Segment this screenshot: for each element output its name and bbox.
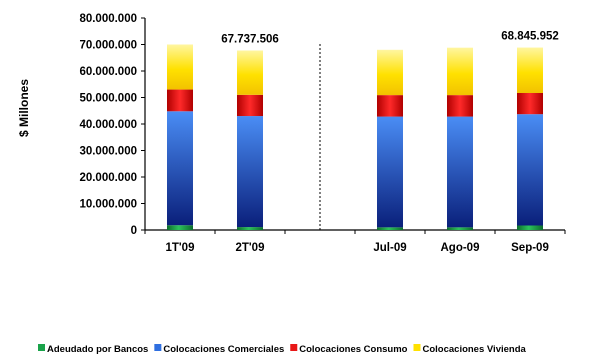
legend-label: Colocaciones Vivienda (422, 344, 526, 355)
bars (167, 44, 543, 230)
y-axis-title: $ Millones (17, 79, 31, 137)
x-tick-label: Jul-09 (373, 242, 406, 254)
y-tick-label: 60.000.000 (79, 66, 137, 78)
y-tick-label: 30.000.000 (79, 146, 137, 158)
legend-label: Adeudado por Bancos (47, 344, 148, 355)
bar-segment (447, 116, 473, 228)
legend-swatch (290, 344, 298, 351)
legend: Adeudado por Bancos Colocaciones Comercia… (38, 344, 527, 355)
y-tick-label: 0 (131, 225, 137, 237)
bar-segment (167, 111, 193, 226)
bar-segment (377, 95, 403, 117)
data-labels: 67.737.506 68.845.952 (221, 31, 559, 46)
axes (144, 18, 565, 231)
bar-segment (447, 95, 473, 117)
legend-label: Colocaciones Consumo (299, 344, 407, 355)
legend-swatch (154, 344, 162, 351)
bar-segment (377, 116, 403, 228)
y-tick-label: 10.000.000 (79, 199, 137, 211)
bar-segment (447, 227, 473, 230)
bar-segment (377, 49, 403, 96)
legend-swatch (413, 344, 421, 351)
bar-segment (517, 114, 543, 226)
x-tick-label: Ago-09 (441, 242, 480, 254)
x-tick-label: Sep-09 (511, 242, 549, 254)
bar-segment (517, 92, 543, 115)
bar-segment (377, 227, 403, 230)
bar-segment (237, 94, 263, 117)
bar-segment (517, 225, 543, 230)
x-tick-label: 2T'09 (236, 242, 265, 254)
bar-segment (167, 225, 193, 230)
y-axis-ticks: 0 10.000.000 20.000.000 30.000.000 40.000.00… (79, 13, 145, 237)
bar-segment (517, 47, 543, 93)
y-tick-label: 50.000.000 (79, 93, 137, 105)
legend-label: Colocaciones Comerciales (163, 344, 284, 355)
bar-segment (167, 44, 193, 90)
bar-segment (447, 47, 473, 96)
y-tick-label: 20.000.000 (79, 172, 137, 184)
y-axis-title-group: $ Millones (17, 79, 31, 137)
bar-segment (237, 50, 263, 95)
legend-swatch (38, 344, 45, 351)
y-tick-label: 40.000.000 (79, 119, 137, 131)
bar-segment (237, 227, 263, 230)
bar-segment (237, 116, 263, 228)
bar-total-label: 68.845.952 (501, 31, 559, 43)
bar-total-label: 67.737.506 (221, 33, 279, 45)
x-tick-label: 1T'09 (166, 242, 195, 254)
y-tick-label: 70.000.000 (79, 40, 137, 52)
x-axis-ticks: 1T'09 2T'09 Jul-09 Ago-09 Sep-09 (144, 230, 566, 254)
y-tick-label: 80.000.000 (79, 13, 137, 25)
bar-segment (167, 89, 193, 112)
